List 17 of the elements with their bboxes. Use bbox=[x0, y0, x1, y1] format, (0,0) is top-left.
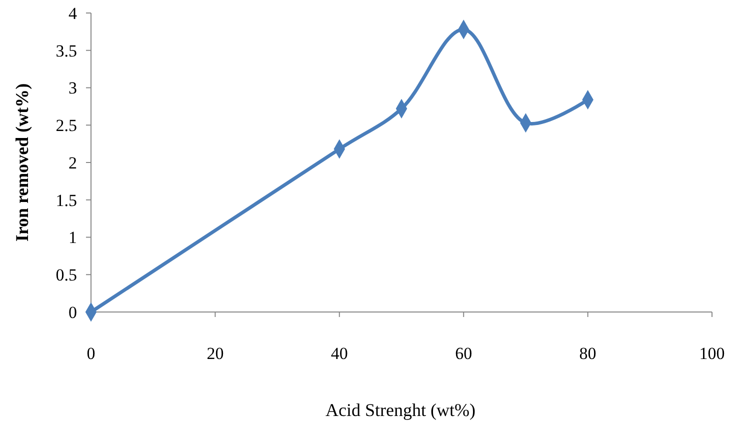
y-tick-label: 3.5 bbox=[56, 41, 77, 60]
x-tick-label: 20 bbox=[206, 344, 224, 363]
y-tick-label: 0 bbox=[68, 302, 77, 322]
x-tick-label: 60 bbox=[455, 344, 472, 363]
x-tick-label: 80 bbox=[579, 344, 596, 363]
y-tick-label: 0.5 bbox=[56, 266, 77, 285]
x-tick-label: 0 bbox=[86, 344, 96, 363]
x-axis-title: Acid Strenght (wt%) bbox=[326, 400, 476, 420]
x-tick-label: 40 bbox=[330, 344, 348, 363]
y-tick-label: 1 bbox=[68, 228, 77, 248]
y-tick-label: 2 bbox=[68, 153, 77, 172]
y-tick-label: 3 bbox=[68, 78, 77, 98]
y-tick-label: 4 bbox=[68, 4, 78, 23]
y-tick-label: 1.5 bbox=[56, 190, 77, 210]
x-tick-label: 100 bbox=[699, 344, 725, 363]
y-axis-title: Iron removed (wt%) bbox=[12, 83, 32, 242]
y-tick-label: 2.5 bbox=[56, 116, 77, 136]
